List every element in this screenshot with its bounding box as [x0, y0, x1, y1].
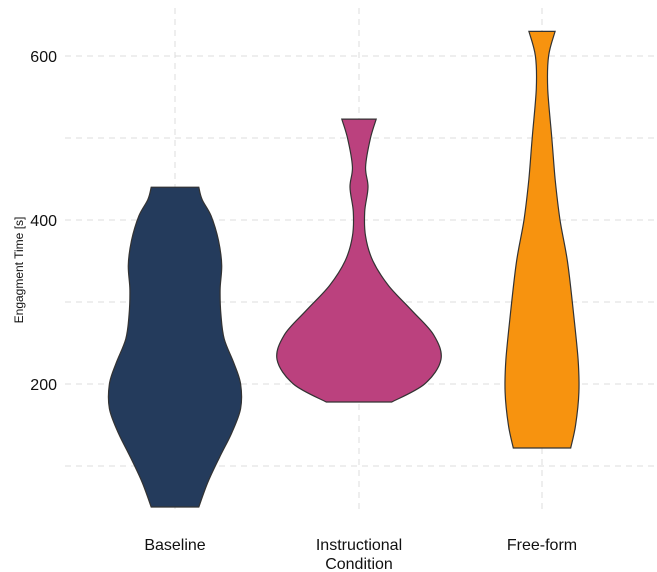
y-tick-label: 400	[30, 213, 57, 230]
violin-free-form	[504, 30, 580, 449]
y-tick-labels: 200 400 600	[30, 49, 57, 394]
x-axis-title: Condition	[325, 556, 393, 572]
x-tick-label: Instructional	[316, 537, 402, 554]
y-tick-label: 200	[30, 377, 57, 394]
violin-baseline	[107, 186, 243, 508]
violins	[107, 30, 580, 508]
y-tick-label: 600	[30, 49, 57, 66]
violin-instructional	[276, 118, 442, 403]
y-axis-title: Engagment Time [s]	[12, 217, 26, 324]
x-tick-label: Free-form	[507, 537, 577, 554]
x-tick-labels: Baseline Instructional Free-form	[144, 537, 577, 554]
x-tick-label: Baseline	[144, 537, 205, 554]
